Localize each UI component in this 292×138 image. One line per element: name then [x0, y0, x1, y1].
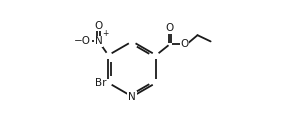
- Text: N: N: [95, 36, 102, 46]
- Text: Br: Br: [95, 78, 107, 88]
- Text: O: O: [180, 39, 189, 49]
- Text: O: O: [95, 21, 103, 30]
- Text: N: N: [128, 92, 136, 102]
- Text: −O: −O: [74, 36, 91, 46]
- Text: O: O: [166, 23, 174, 33]
- Text: +: +: [102, 29, 108, 38]
